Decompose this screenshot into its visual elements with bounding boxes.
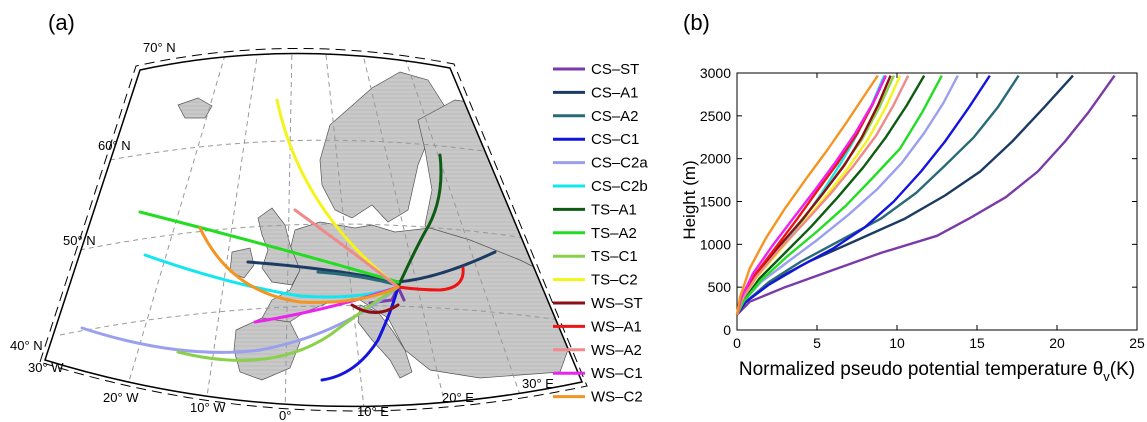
y-tick-label: 1500 <box>700 194 731 210</box>
legend-label: WS–C1 <box>591 365 643 382</box>
map-frame-outer <box>39 48 588 412</box>
y-tick-label: 2500 <box>700 108 731 124</box>
lon-label-0: 0° <box>279 408 291 422</box>
legend-label: TS–C2 <box>591 272 638 289</box>
land-iceland <box>177 97 213 119</box>
legend-label: WS–ST <box>591 295 643 312</box>
x-tick-label: 20 <box>1049 335 1065 351</box>
trajectory-ts-c2 <box>275 98 400 289</box>
series-lines <box>735 74 1116 316</box>
lon-label-30e: 30° E <box>522 376 554 391</box>
x-tick-label: 10 <box>889 335 905 351</box>
x-tick-label: 25 <box>1129 335 1145 351</box>
series-line-cs-st <box>736 74 1116 316</box>
legend-label: CS–A1 <box>591 84 639 101</box>
series-line-cs-c1 <box>736 74 991 316</box>
trajectory-ws-a1 <box>396 266 465 292</box>
axis-ticks: 0 5 10 15 20 25 0 500 1000 1500 2000 2500 3000 <box>700 65 1145 351</box>
x-axis-label-text: Normalized pseudo potential temperature … <box>739 359 1103 380</box>
legend-label: WS–A2 <box>591 342 642 359</box>
trajectory-ws-a2 <box>293 208 400 289</box>
legend-label: CS–C2a <box>591 155 648 172</box>
legend-label: TS–A2 <box>591 225 637 242</box>
series-line-ws-c1 <box>735 75 887 315</box>
x-axis-label-unit: (K) <box>1110 359 1135 380</box>
legend-label: TS–A1 <box>591 201 637 218</box>
land-scandinavia <box>319 71 448 223</box>
map-area <box>39 48 588 412</box>
legend-label: TS–C1 <box>591 248 638 265</box>
map-frame <box>44 52 584 408</box>
trajectory-cs-a2 <box>316 270 400 287</box>
trajectory-cs-c2b <box>143 253 400 299</box>
lat-label-60n: 60° N <box>98 138 131 153</box>
legend: CS–ST CS–A1 CS–A2 CS–C1 CS–C2a CS–C2b TS–A1 TS–… <box>553 61 648 406</box>
series-line-cs-a2 <box>736 74 1020 316</box>
map-labels: 70° N 60° N 50° N 40° N 30° W 20° W 10° … <box>10 40 554 422</box>
legend-label: CS–C1 <box>591 131 639 148</box>
trajectory-ts-a1 <box>396 153 443 289</box>
series-line-ws-a2 <box>735 75 910 315</box>
trajectories <box>80 98 497 382</box>
profile-plot: 0 5 10 15 20 25 0 500 1000 1500 2000 2500 3000 Heigh… <box>680 65 1145 384</box>
trajectory-ws-c2 <box>198 226 400 304</box>
lon-label-20e: 20° E <box>442 390 474 405</box>
legend-label: CS–C2b <box>591 178 648 195</box>
lat-label-50n: 50° N <box>63 233 96 248</box>
lat-label-40n: 40° N <box>10 338 43 353</box>
series-line-ws-c2 <box>735 74 879 315</box>
legend-label: CS–ST <box>591 61 639 78</box>
panel-b-label: (b) <box>683 10 710 35</box>
series-line-ts-a1 <box>735 74 926 316</box>
y-tick-label: 3000 <box>700 65 731 81</box>
trajectory-cs-c1 <box>320 285 400 382</box>
land-masses <box>177 71 576 381</box>
y-tick-label: 1000 <box>700 236 731 252</box>
lon-label-20w: 20° W <box>103 390 139 405</box>
x-tick-label: 0 <box>733 335 741 351</box>
lon-label-30w: 30° W <box>28 360 64 375</box>
x-tick-label: 15 <box>969 335 985 351</box>
y-tick-label: 2000 <box>700 151 731 167</box>
trajectory-ws-st <box>350 303 400 314</box>
y-axis-label: Height (m) <box>680 160 699 239</box>
lat-label-70n: 70° N <box>143 40 176 55</box>
y-tick-label: 500 <box>708 279 732 295</box>
y-tick-label: 0 <box>723 322 731 338</box>
series-line-ts-a2 <box>735 75 943 316</box>
x-axis-label: Normalized pseudo potential temperature … <box>739 359 1135 384</box>
trajectory-ts-a2 <box>138 210 400 284</box>
legend-label: WS–A1 <box>591 318 642 335</box>
legend-label: CS–A2 <box>591 108 639 125</box>
legend-label: WS–C2 <box>591 389 643 406</box>
lon-label-10w: 10° W <box>190 400 226 415</box>
trajectory-ts-c1 <box>176 285 400 362</box>
x-axis-label-sub: v <box>1103 369 1110 384</box>
panel-a-label: (a) <box>48 10 75 35</box>
lon-label-10e: 10° E <box>357 404 389 419</box>
x-tick-label: 5 <box>813 335 821 351</box>
